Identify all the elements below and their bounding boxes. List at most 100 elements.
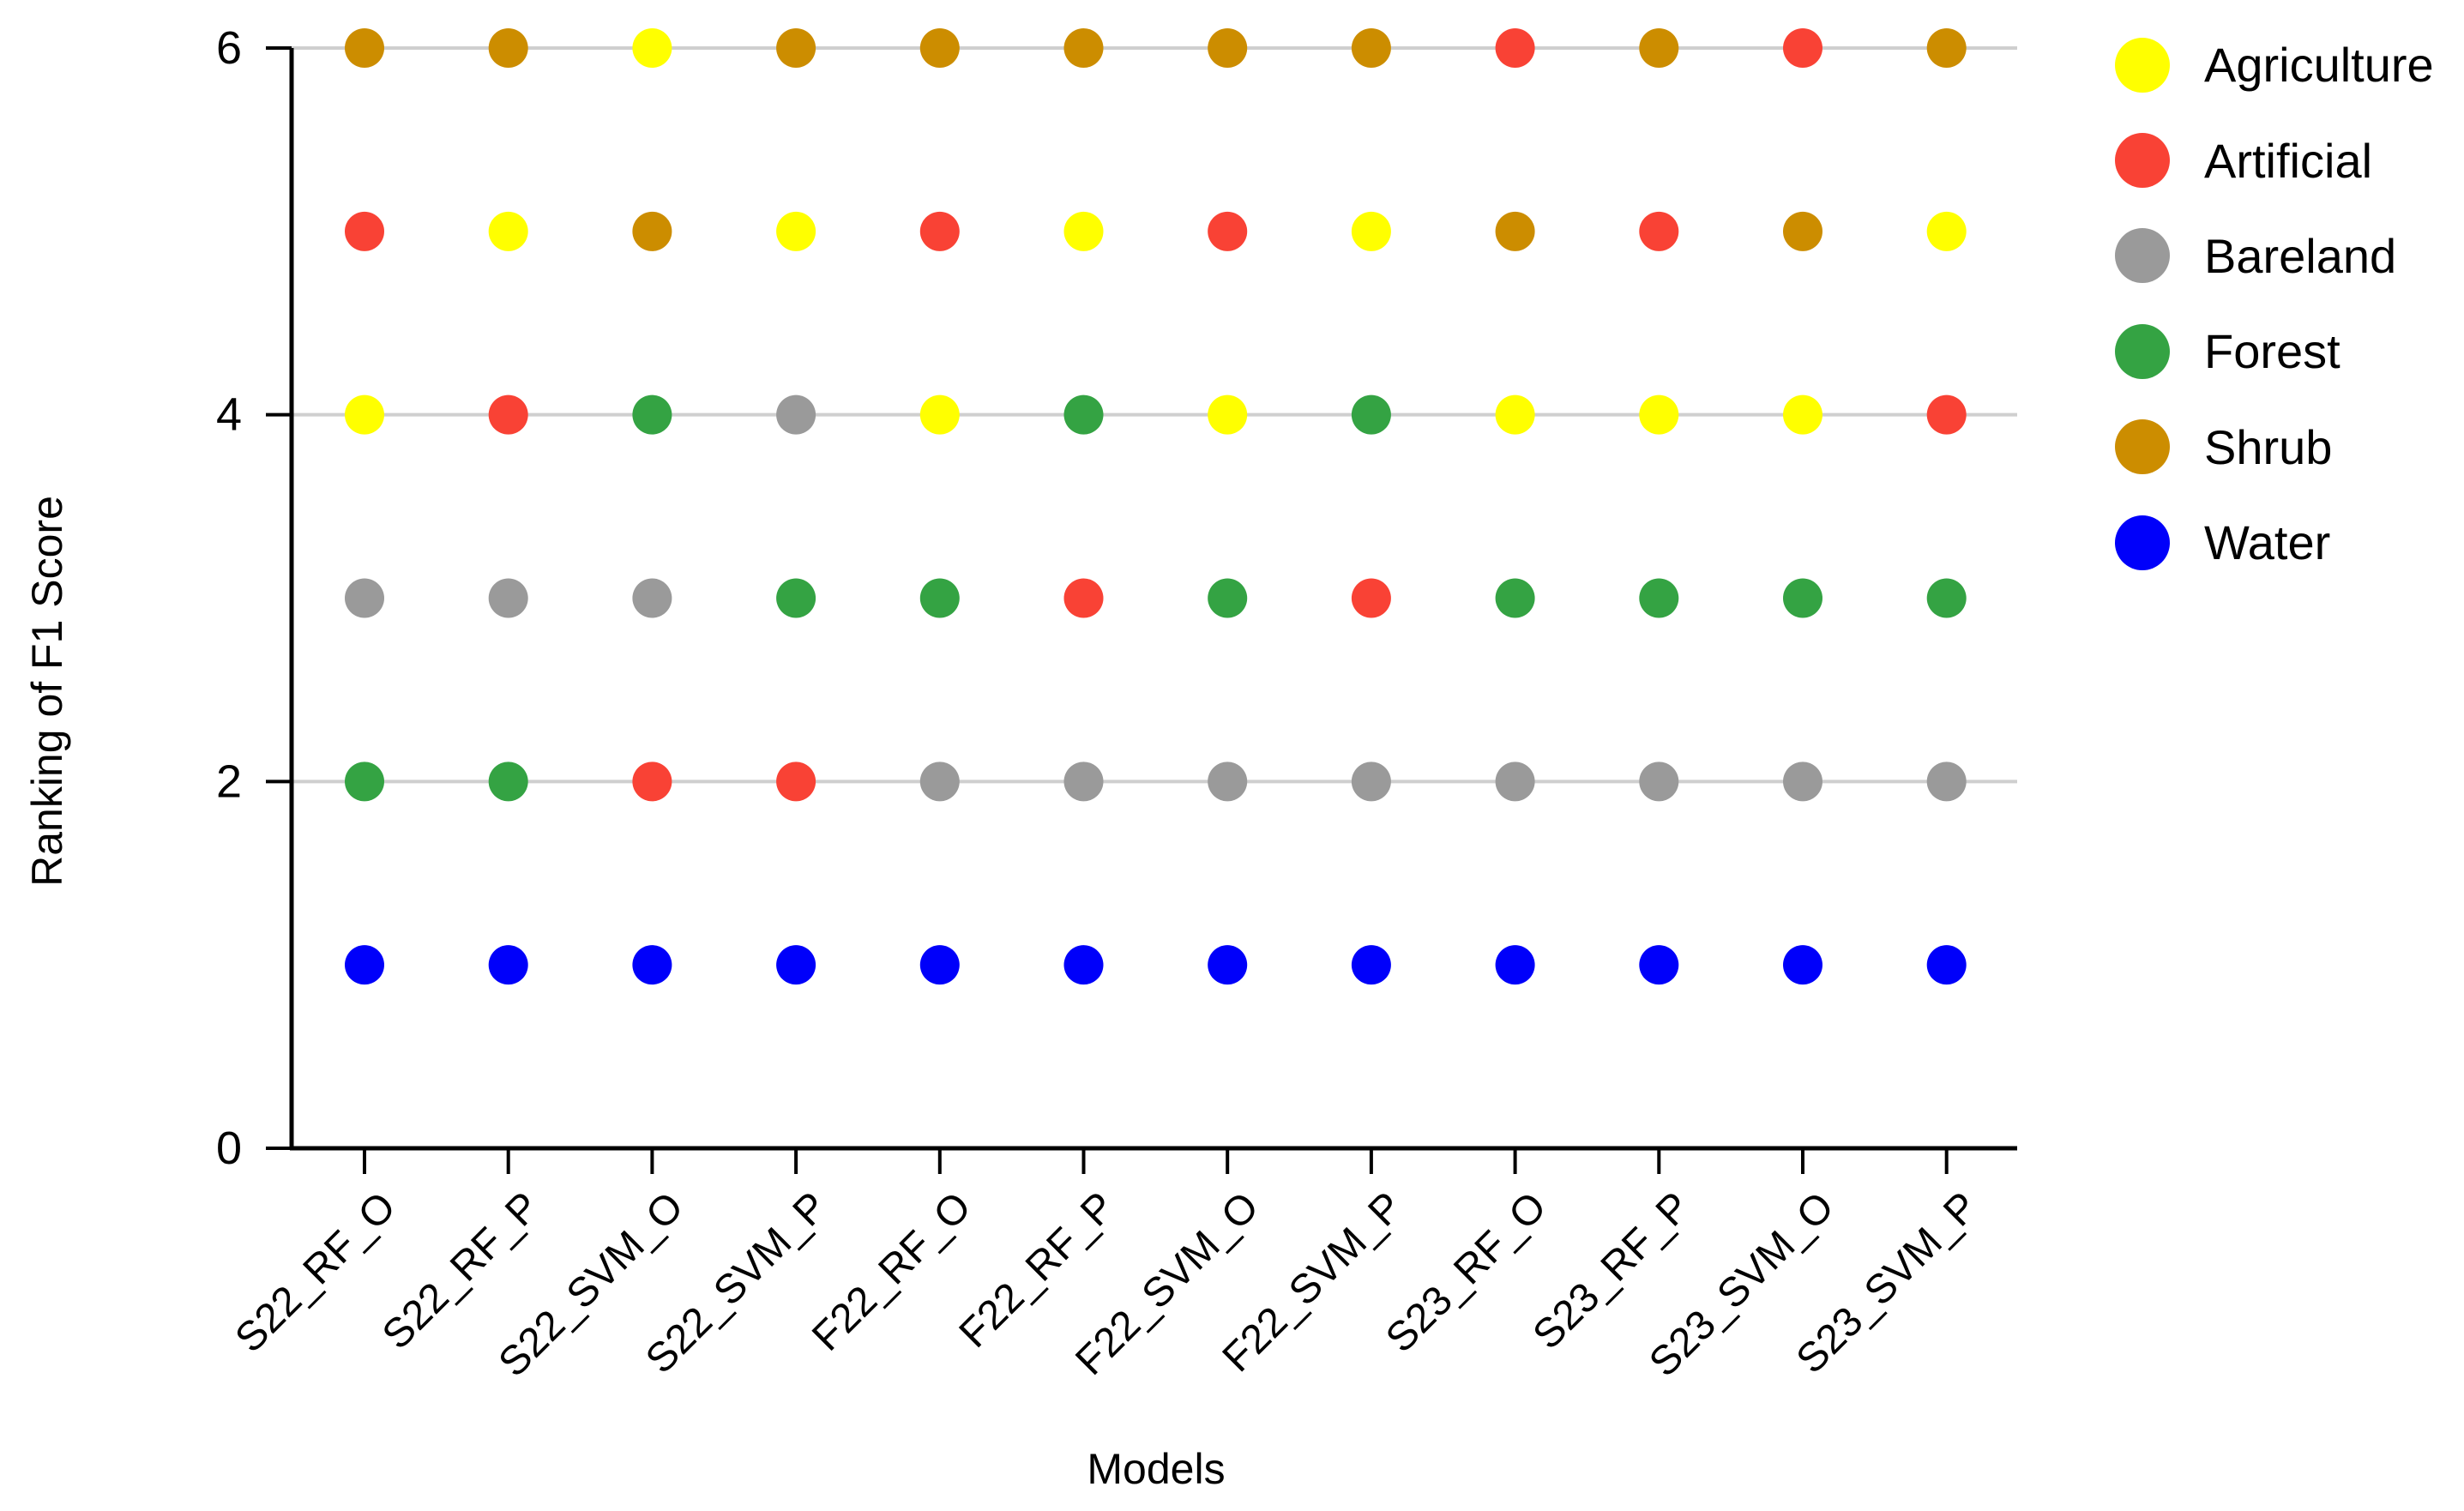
series-agriculture xyxy=(345,28,1967,435)
axes xyxy=(289,48,2017,1151)
data-point-agriculture xyxy=(1639,394,1679,435)
data-point-shrub xyxy=(1495,211,1535,251)
data-point-shrub xyxy=(1208,28,1248,68)
data-point-water xyxy=(919,945,960,985)
data-point-forest xyxy=(1208,578,1248,618)
legend-label: Shrub xyxy=(2204,419,2333,474)
data-point-water xyxy=(488,945,528,985)
legend-swatch xyxy=(2115,419,2170,475)
y-ticks: 0 2 4 6 xyxy=(216,22,292,1174)
data-point-bareland xyxy=(776,394,816,435)
data-point-artificial xyxy=(345,211,384,251)
data-point-agriculture xyxy=(345,394,384,435)
legend-label: Forest xyxy=(2204,324,2340,379)
legend-label: Bareland xyxy=(2204,228,2397,283)
series-forest xyxy=(345,394,1967,802)
data-point-forest xyxy=(776,578,816,618)
data-point-artificial xyxy=(1351,578,1391,618)
data-point-agriculture xyxy=(776,211,816,251)
y-axis-label: Ranking of F1 Score xyxy=(23,496,71,887)
data-point-water xyxy=(632,945,672,985)
y-tick-label: 2 xyxy=(216,756,242,807)
x-axis-label: Models xyxy=(1087,1445,1226,1493)
data-point-artificial xyxy=(1639,211,1679,251)
data-point-bareland xyxy=(488,578,528,618)
series-artificial xyxy=(345,28,1967,802)
data-point-shrub xyxy=(1926,28,1967,68)
data-point-agriculture xyxy=(1495,394,1535,435)
data-point-forest xyxy=(1926,578,1967,618)
data-point-agriculture xyxy=(1063,211,1104,251)
legend-item-agriculture: Agriculture xyxy=(2115,17,2434,112)
data-point-shrub xyxy=(776,28,816,68)
legend-item-water: Water xyxy=(2115,495,2434,590)
legend-item-forest: Forest xyxy=(2115,304,2434,399)
data-point-shrub xyxy=(345,28,384,68)
legend-swatch xyxy=(2115,323,2170,379)
data-point-shrub xyxy=(632,211,672,251)
data-point-forest xyxy=(488,762,528,802)
legend-item-shrub: Shrub xyxy=(2115,400,2434,495)
data-point-bareland xyxy=(1351,762,1391,802)
data-point-forest xyxy=(345,762,384,802)
data-point-artificial xyxy=(1208,211,1248,251)
data-point-shrub xyxy=(1639,28,1679,68)
data-point-artificial xyxy=(488,394,528,435)
data-point-forest xyxy=(919,578,960,618)
data-point-agriculture xyxy=(1783,394,1822,435)
legend-item-artificial: Artificial xyxy=(2115,112,2434,208)
data-point-agriculture xyxy=(1926,211,1967,251)
data-point-water xyxy=(345,945,384,985)
data-point-shrub xyxy=(1351,28,1391,68)
y-tick-label: 4 xyxy=(216,389,242,441)
data-point-artificial xyxy=(1926,394,1967,435)
data-point-water xyxy=(1351,945,1391,985)
data-point-bareland xyxy=(1063,762,1104,802)
legend-item-bareland: Bareland xyxy=(2115,208,2434,304)
legend-label: Artificial xyxy=(2204,133,2373,188)
gridlines xyxy=(292,46,2017,784)
data-point-artificial xyxy=(1063,578,1104,618)
data-point-agriculture xyxy=(1208,394,1248,435)
data-point-shrub xyxy=(488,28,528,68)
series-bareland xyxy=(345,394,1967,802)
data-point-water xyxy=(776,945,816,985)
data-point-forest xyxy=(632,394,672,435)
data-point-bareland xyxy=(1639,762,1679,802)
x-tick-label: S22_RF_O xyxy=(226,1183,404,1361)
data-point-bareland xyxy=(1783,762,1822,802)
data-point-water xyxy=(1495,945,1535,985)
data-point-water xyxy=(1783,945,1822,985)
data-point-forest xyxy=(1351,394,1391,435)
legend-swatch xyxy=(2115,133,2170,189)
legend-swatch xyxy=(2115,515,2170,570)
series-water xyxy=(345,945,1967,985)
data-point-shrub xyxy=(1063,28,1104,68)
legend: Agriculture Artificial Bareland Forest Shrub… xyxy=(2115,17,2434,590)
data-point-water xyxy=(1063,945,1104,985)
data-point-agriculture xyxy=(488,211,528,251)
data-point-bareland xyxy=(1926,762,1967,802)
data-points xyxy=(345,28,1967,985)
data-point-water xyxy=(1208,945,1248,985)
legend-swatch xyxy=(2115,37,2170,93)
data-point-bareland xyxy=(345,578,384,618)
data-point-bareland xyxy=(919,762,960,802)
data-point-bareland xyxy=(1495,762,1535,802)
data-point-shrub xyxy=(1783,211,1822,251)
data-point-artificial xyxy=(632,762,672,802)
data-point-artificial xyxy=(1783,28,1822,68)
x-ticks: S22_RF_OS22_RF_PS22_SVM_OS22_SVM_PF22_RF… xyxy=(226,1148,1986,1386)
legend-swatch xyxy=(2115,228,2170,284)
data-point-forest xyxy=(1639,578,1679,618)
data-point-water xyxy=(1926,945,1967,985)
data-point-bareland xyxy=(1208,762,1248,802)
data-point-shrub xyxy=(919,28,960,68)
data-point-forest xyxy=(1495,578,1535,618)
data-point-water xyxy=(1639,945,1679,985)
data-point-bareland xyxy=(632,578,672,618)
y-tick-label: 6 xyxy=(216,22,242,74)
data-point-artificial xyxy=(1495,28,1535,68)
data-point-agriculture xyxy=(919,394,960,435)
